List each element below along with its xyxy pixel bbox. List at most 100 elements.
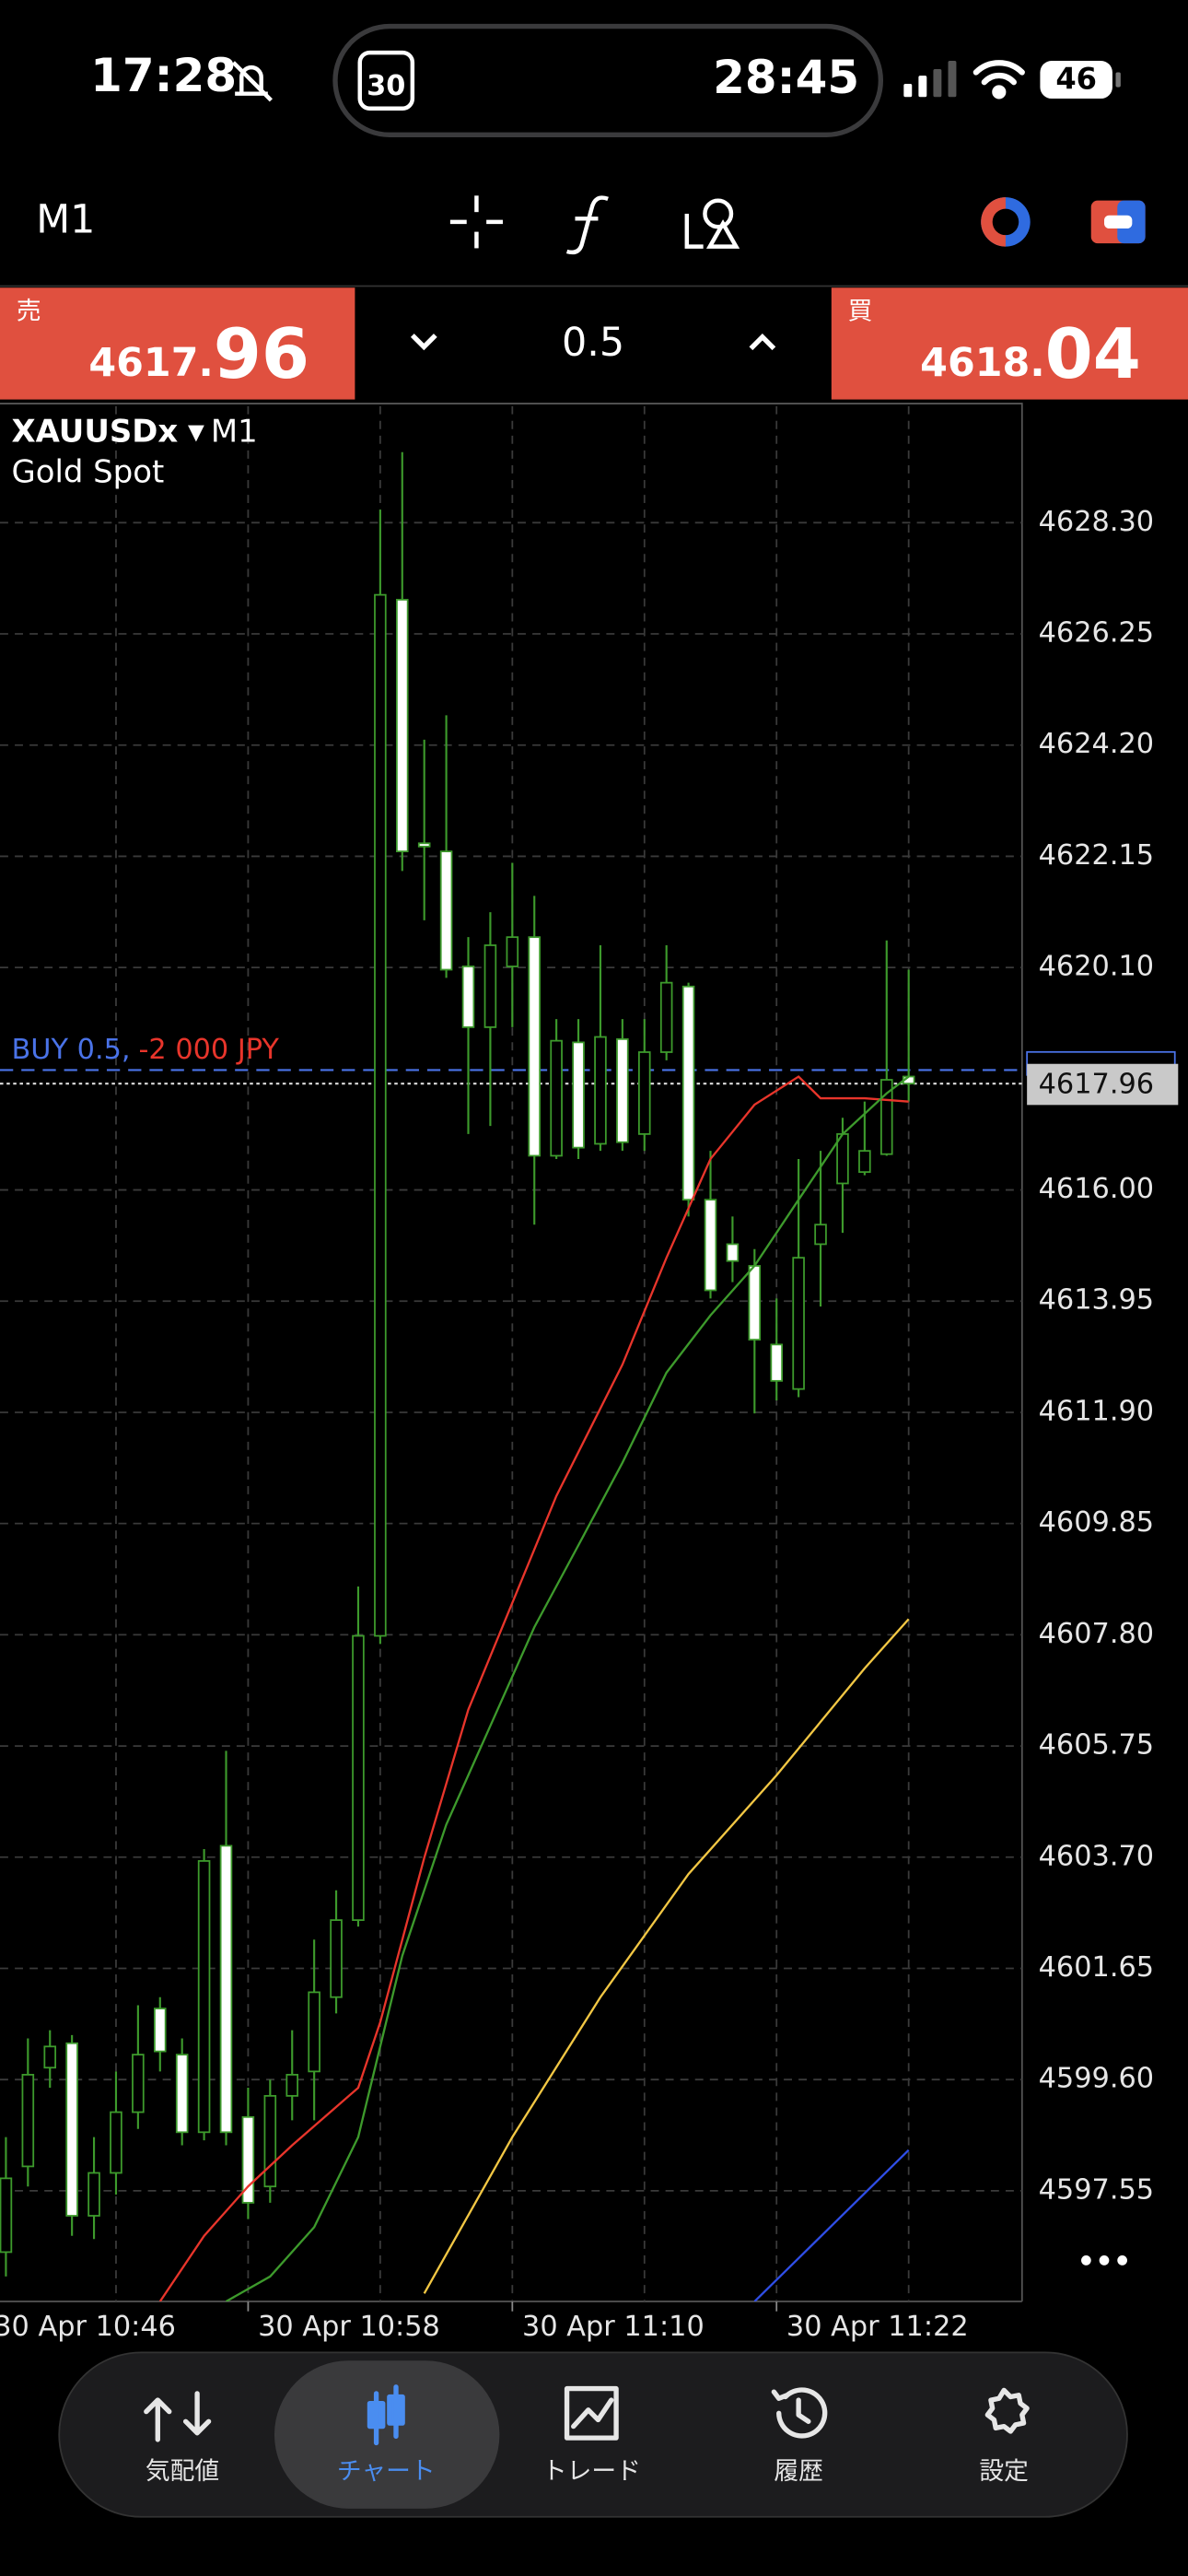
y-tick-label: 4605.75 xyxy=(1039,1729,1154,1762)
candle-body xyxy=(792,1257,805,1390)
y-tick-label: 4624.20 xyxy=(1039,728,1154,760)
tab-label: チャート xyxy=(337,2457,436,2486)
account-button[interactable] xyxy=(981,197,1031,247)
tab-label: トレード xyxy=(542,2457,641,2486)
trade-button[interactable] xyxy=(1090,200,1146,244)
candle-body xyxy=(417,842,431,848)
tab[interactable]: 気配値 xyxy=(144,2391,219,2486)
candle-body xyxy=(21,2074,35,2168)
battery xyxy=(1040,61,1112,100)
tab[interactable]: 設定 xyxy=(979,2387,1030,2486)
position-label: BUY 0.5, -2 000 JPY xyxy=(11,1034,279,1066)
tab-label: 履歴 xyxy=(774,2457,823,2486)
candle-body xyxy=(0,2177,13,2254)
more-button[interactable] xyxy=(1081,2255,1127,2266)
candle-body xyxy=(858,1150,871,1174)
candle-body xyxy=(396,599,409,853)
candle-body xyxy=(43,2045,57,2069)
tab-label: 気配値 xyxy=(146,2457,219,2486)
y-tick-label: 4609.85 xyxy=(1039,1506,1154,1539)
y-tick-label: 4607.80 xyxy=(1039,1618,1154,1650)
symbol-description: Gold Spot xyxy=(11,453,164,489)
candle-body xyxy=(374,593,387,1637)
candle-body xyxy=(175,2054,189,2134)
candle-body xyxy=(681,985,695,1201)
candle-body xyxy=(659,981,673,1053)
sell-button[interactable] xyxy=(0,287,355,400)
candle-body xyxy=(748,1265,762,1341)
tab[interactable]: 履歴 xyxy=(771,2387,828,2486)
y-tick-label: 4601.65 xyxy=(1039,1951,1154,1984)
candle-body xyxy=(219,1844,233,2134)
tab-icon xyxy=(367,2384,405,2446)
candle-body xyxy=(528,936,542,1157)
tab-icon xyxy=(144,2391,212,2442)
mute-icon xyxy=(231,61,273,102)
sell-price-main: 4617. xyxy=(88,340,213,386)
indicator-button[interactable] xyxy=(565,195,609,255)
candle-body xyxy=(352,1634,365,1921)
symbol: XAUUSDx xyxy=(11,413,178,449)
volume[interactable]: 0.5 xyxy=(562,320,624,366)
buy-price-main: 4618. xyxy=(920,340,1044,386)
wifi-icon xyxy=(973,60,1025,100)
tab[interactable]: チャート xyxy=(274,2360,500,2509)
chart-timeframe: M1 xyxy=(211,413,258,449)
candle-body xyxy=(616,1037,629,1143)
battery-level: 46 xyxy=(1055,61,1097,96)
volume-up[interactable] xyxy=(749,333,776,351)
tab-bar xyxy=(58,2351,1128,2518)
candle-body xyxy=(439,850,453,971)
tab[interactable]: トレード xyxy=(542,2385,641,2487)
y-tick-label: 4613.95 xyxy=(1039,1284,1154,1317)
y-tick-label: 4616.00 xyxy=(1039,1173,1154,1205)
crosshair-button[interactable] xyxy=(449,195,503,249)
tab-icon xyxy=(771,2387,828,2439)
candle-body xyxy=(461,966,475,1028)
candle-body xyxy=(132,2054,145,2113)
position-side: BUY 0.5, xyxy=(11,1034,130,1066)
candle-body xyxy=(879,1079,893,1155)
y-tick-label: 4620.10 xyxy=(1039,951,1154,983)
indicator-line xyxy=(225,1075,910,2302)
y-tick-label: 4626.25 xyxy=(1039,617,1154,650)
buy-price-pips: 04 xyxy=(1045,312,1141,393)
timer: 28:45 xyxy=(713,51,859,104)
y-tick-label: 4611.90 xyxy=(1039,1395,1154,1427)
tab-icon xyxy=(984,2387,1030,2434)
symbol-header: XAUUSDx ▼ M1 xyxy=(11,413,257,449)
y-tick-label: 4597.55 xyxy=(1039,2173,1154,2206)
y-tick-label: 4599.60 xyxy=(1039,2063,1154,2095)
candle-body xyxy=(154,2008,167,2053)
candle-body xyxy=(197,1860,211,2134)
battery-cap xyxy=(1115,72,1121,88)
candle-body xyxy=(308,1991,320,2073)
buy-price: 4618.04 xyxy=(920,312,1141,393)
bid-tag-label: 4617.96 xyxy=(1039,1068,1154,1100)
sell-price: 4617.96 xyxy=(88,312,309,393)
x-tick-label: 30 Apr 11:10 xyxy=(522,2311,705,2343)
indicator-line xyxy=(158,1075,909,2302)
tab-icon xyxy=(564,2385,619,2441)
candle-body xyxy=(65,2042,78,2217)
bid-tag xyxy=(1027,1063,1179,1106)
sell-price-pips: 96 xyxy=(214,312,309,393)
candle-body xyxy=(704,1199,717,1292)
timeframe-button[interactable]: M1 xyxy=(36,196,95,242)
volume-down[interactable] xyxy=(410,334,437,351)
signal-icon xyxy=(903,61,957,98)
x-tick-label: 30 Apr 11:22 xyxy=(786,2311,969,2343)
indicator-line xyxy=(423,1618,910,2294)
candle-body xyxy=(814,1224,827,1246)
symbol-dropdown[interactable]: ▼ xyxy=(188,419,204,444)
buy-label: 買 xyxy=(848,298,873,326)
candle-body xyxy=(572,1041,585,1149)
y-tick-label: 4622.15 xyxy=(1039,839,1154,872)
buy-button[interactable] xyxy=(831,287,1188,400)
candle-body xyxy=(594,1036,607,1145)
objects-button[interactable] xyxy=(684,198,740,249)
tab-label: 設定 xyxy=(979,2457,1029,2486)
candle-body xyxy=(285,2074,299,2097)
